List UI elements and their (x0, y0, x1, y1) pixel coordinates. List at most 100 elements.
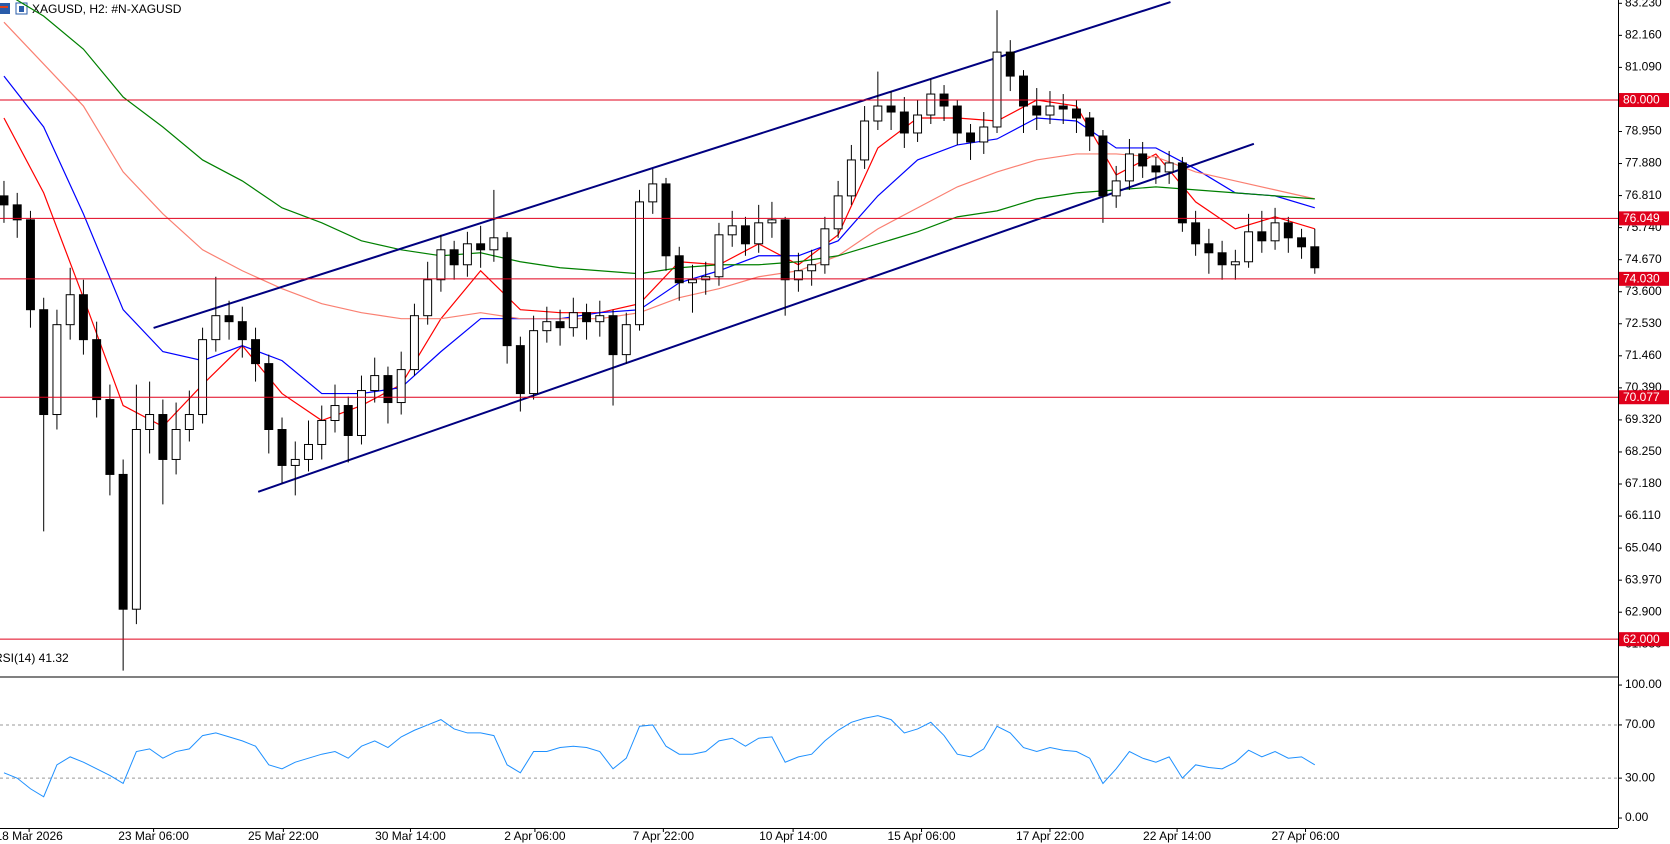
icon (19, 6, 24, 12)
candle-body (595, 315, 605, 323)
candle-body (1177, 162, 1187, 224)
candle-body (1257, 231, 1267, 242)
candle-body (1058, 105, 1068, 110)
y-tick-label: 72.530 (1625, 316, 1662, 330)
candle-body (0, 195, 9, 206)
y-tick-label: 66.110 (1625, 508, 1661, 522)
candle-body (396, 369, 406, 404)
candle-body (701, 276, 711, 281)
y-tick-label: 82.160 (1625, 28, 1662, 42)
candle-body (966, 132, 976, 143)
y-tick-label: 71.460 (1625, 348, 1662, 362)
y-tick-label: 74.670 (1625, 252, 1662, 266)
x-tick-label: 23 Mar 06:00 (118, 829, 189, 843)
candle-body (992, 51, 1002, 128)
candle-body (198, 339, 208, 416)
candle-body (12, 204, 22, 221)
level-label: 74.030 (1623, 272, 1660, 286)
level-label: 70.077 (1623, 390, 1660, 404)
candle-body (1005, 51, 1015, 77)
candle-body (52, 324, 62, 416)
candle-body (568, 312, 578, 329)
candle-body (1204, 243, 1214, 254)
candle-body (158, 414, 168, 460)
candle-body (131, 429, 141, 610)
y-tick-label: 65.040 (1625, 540, 1662, 554)
rsi-plot (0, 715, 1618, 798)
candle-body (1191, 222, 1201, 245)
y-tick-label: 78.950 (1625, 124, 1662, 138)
candle-body (1164, 162, 1174, 173)
candle-body (78, 294, 88, 341)
x-tick-label: 15 Apr 06:00 (888, 829, 956, 843)
candle-body (555, 321, 565, 329)
candle-body (621, 324, 631, 356)
candle-body (1217, 252, 1227, 266)
y-tick-label: 81.090 (1625, 60, 1662, 74)
candle-body (184, 414, 194, 431)
level-label: 76.049 (1623, 211, 1660, 225)
candle-body (383, 375, 393, 404)
candle-body (290, 458, 300, 466)
level-label-bg (1619, 632, 1669, 647)
candle-body (515, 345, 525, 395)
candle-body (780, 219, 790, 281)
candle-body (105, 399, 115, 475)
candle-body (542, 321, 552, 332)
chart-title: XAGUSD, H2: #N-XAGUSD (32, 2, 182, 16)
candle-body (860, 120, 870, 161)
candle-body (39, 309, 49, 416)
trend-line (257, 142, 1255, 493)
candle-body (846, 159, 856, 197)
candle-body (714, 234, 724, 278)
candle-body (264, 363, 274, 431)
candle-body (92, 339, 102, 401)
candle-body (529, 330, 539, 395)
candle-body (754, 222, 764, 245)
candle-body (886, 105, 896, 113)
candle-body (1244, 231, 1254, 263)
level-label-bg (1619, 93, 1669, 108)
candle-body (1270, 222, 1280, 242)
candle-body (1019, 75, 1028, 107)
candle-body (211, 315, 221, 341)
header-icons (0, 2, 28, 15)
candle-body (913, 114, 923, 134)
x-tick-label: 30 Mar 14:00 (375, 829, 446, 843)
candle-body (409, 315, 419, 371)
y-tick-label: 83.230 (1625, 0, 1662, 9)
candle-body (423, 279, 433, 317)
moving-average (3, 75, 1315, 395)
candle-body (820, 228, 830, 266)
candle-body (1071, 108, 1081, 119)
y-tick-label: 100.00 (1625, 677, 1662, 691)
level-label: 62.000 (1623, 632, 1660, 646)
x-tick-label: 22 Apr 14:00 (1143, 829, 1211, 843)
candle-body (330, 405, 340, 422)
y-tick-label: 76.810 (1625, 188, 1662, 202)
candle-body (1098, 135, 1108, 197)
y-tick-label: 63.970 (1625, 572, 1662, 586)
candle-body (1032, 105, 1042, 116)
candle-body (370, 375, 380, 392)
candle-body (65, 294, 75, 326)
candle-body (1045, 105, 1055, 116)
candle-body (979, 126, 989, 143)
level-label-bg (1619, 211, 1669, 226)
moving-average (3, 99, 1315, 428)
y-tick-label: 77.880 (1625, 156, 1662, 170)
candle-body (449, 249, 459, 266)
x-tick-label: 10 Apr 14:00 (759, 829, 827, 843)
candle-body (1230, 261, 1240, 266)
candle-body (873, 105, 883, 122)
candle-body (1111, 180, 1121, 197)
candle-body (1085, 117, 1095, 137)
candle-body (1151, 165, 1161, 173)
candle-body (727, 225, 737, 236)
candle-body (648, 183, 658, 203)
candle-body (582, 312, 592, 323)
candle-body (793, 270, 803, 281)
candle-body (608, 315, 618, 356)
candle-body (251, 339, 261, 365)
